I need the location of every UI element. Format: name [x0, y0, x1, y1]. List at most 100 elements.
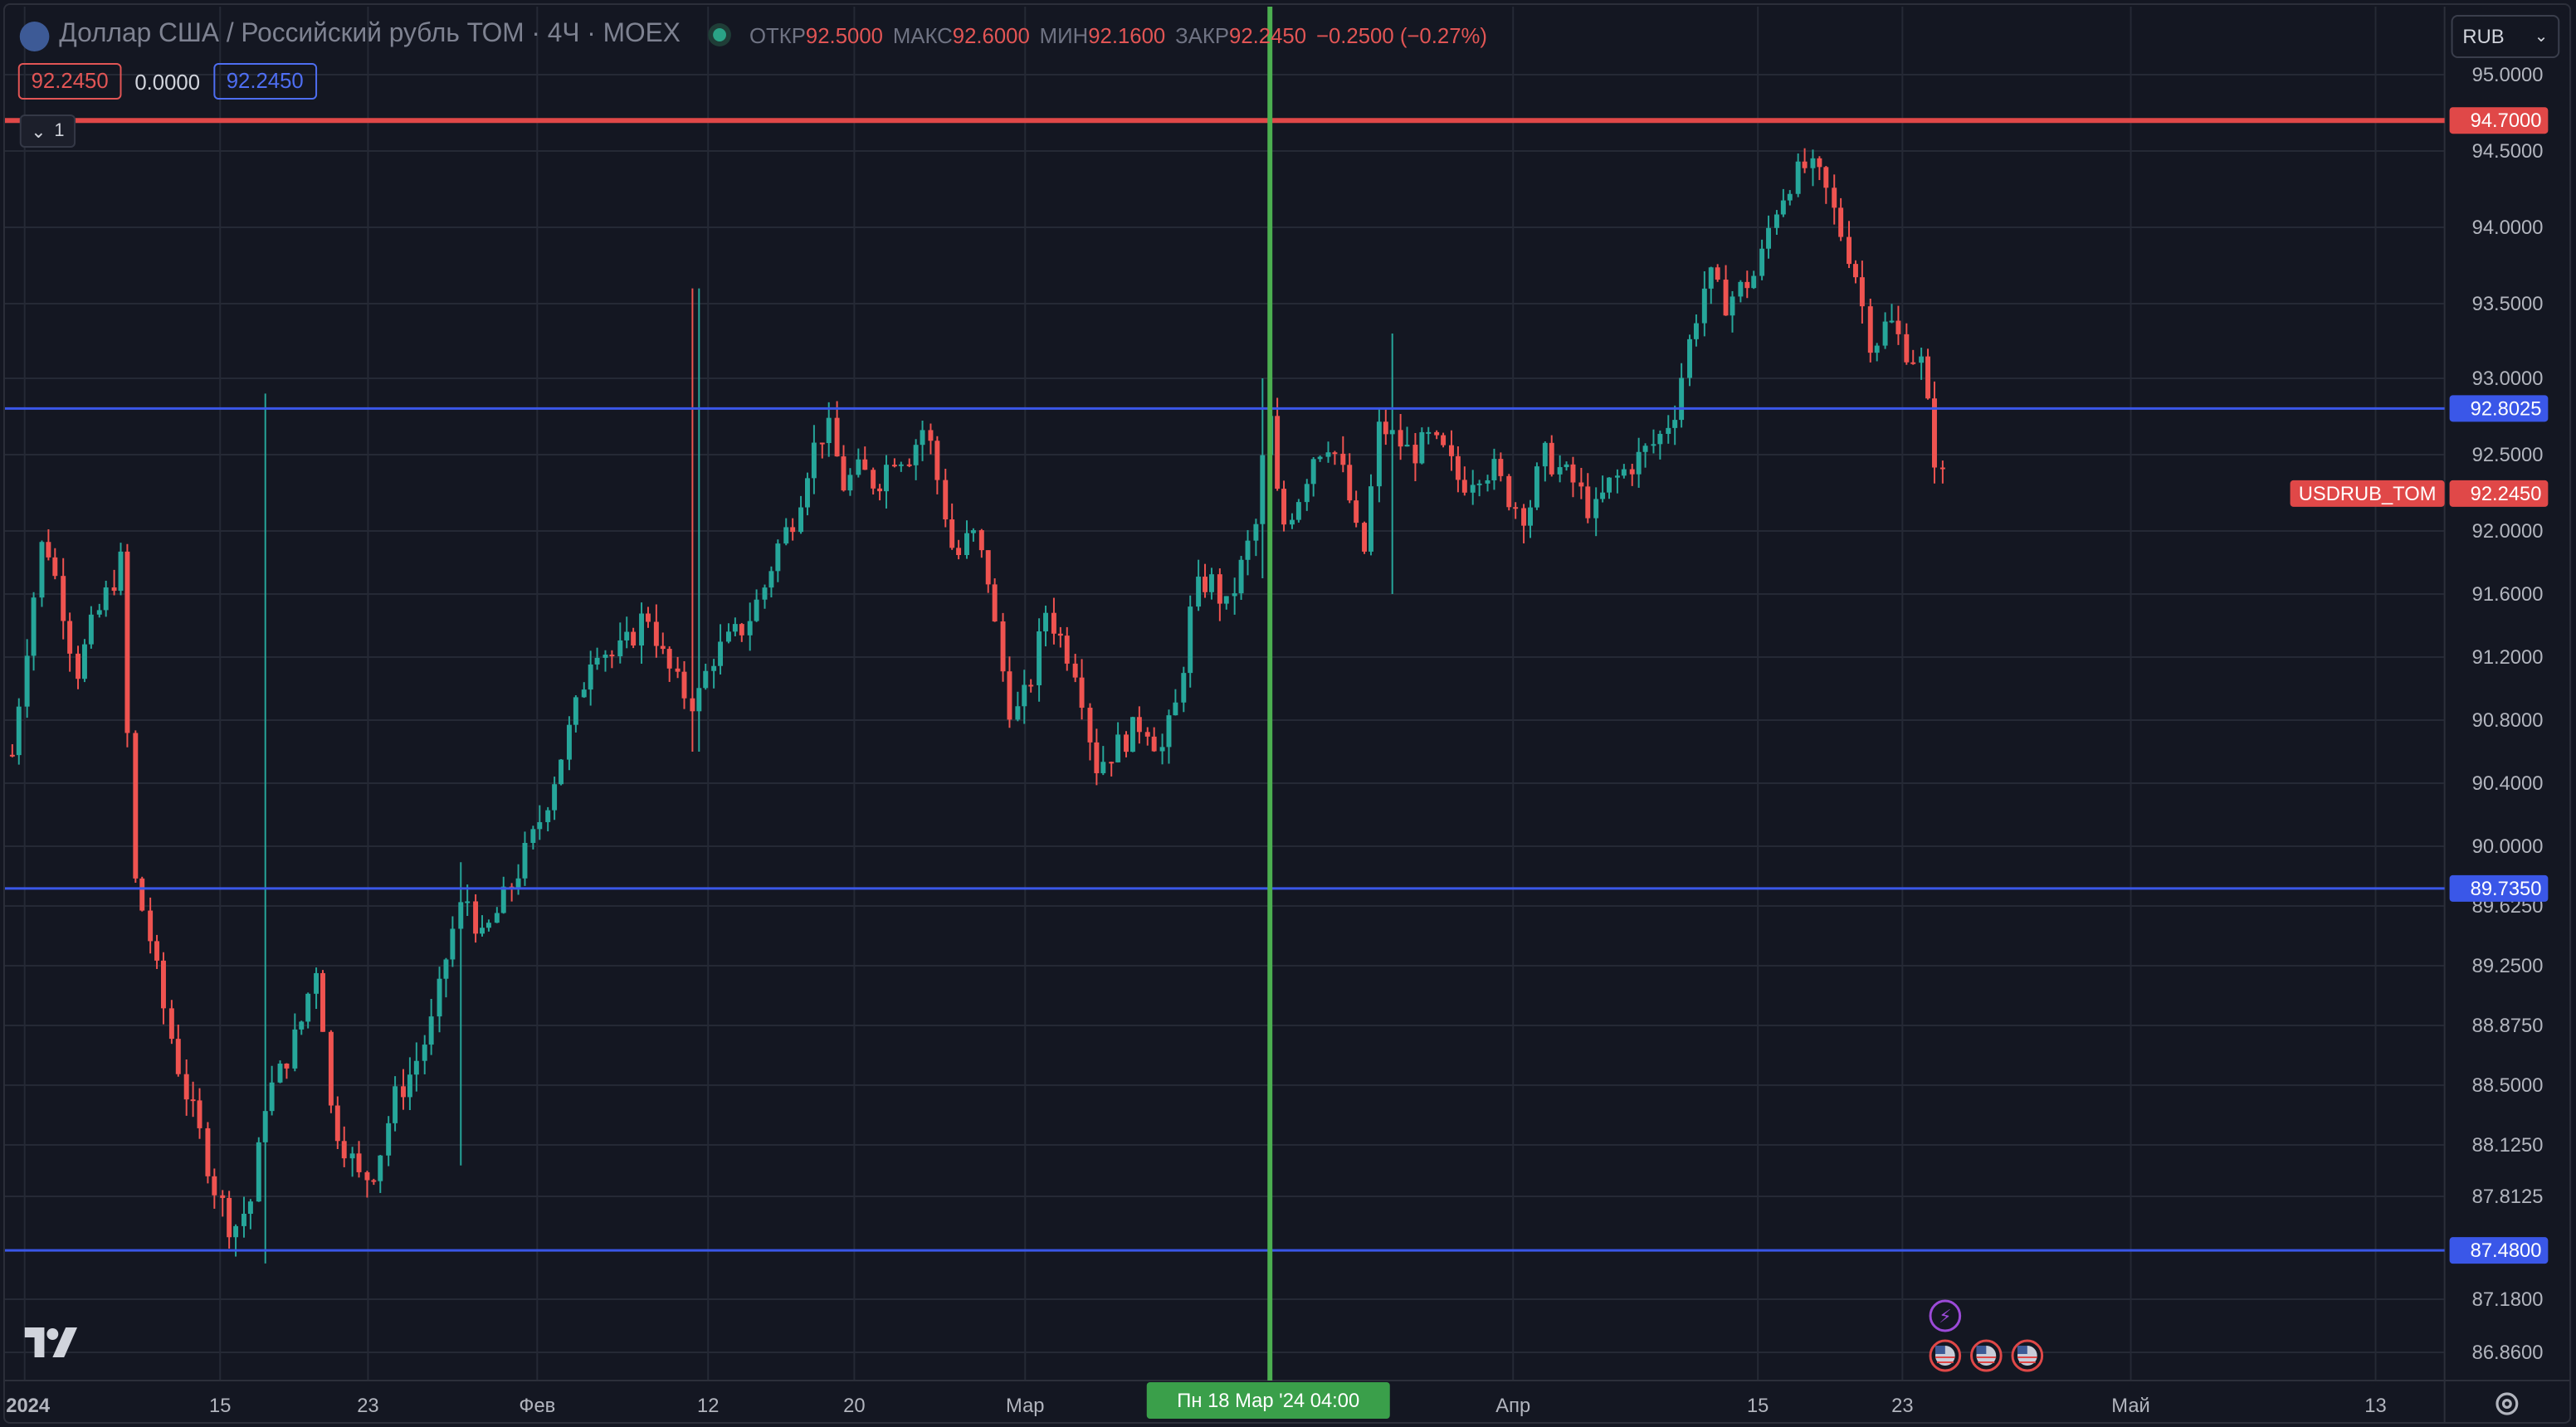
candle-body: [1642, 446, 1648, 452]
candle-body: [103, 587, 109, 611]
tradingview-logo-icon[interactable]: [24, 1327, 78, 1366]
candle-body: [1687, 338, 1692, 378]
settings-gear-icon[interactable]: [2492, 1389, 2522, 1427]
candle-body: [16, 706, 22, 756]
candle-body: [450, 928, 456, 960]
candle-body: [139, 878, 145, 911]
candle-body: [891, 465, 897, 467]
candle-body: [1787, 193, 1793, 201]
close-value: 92.2450: [1229, 22, 1307, 47]
candle-body: [1585, 486, 1591, 519]
candle-body: [884, 465, 889, 492]
low-label: МИН: [1039, 22, 1089, 47]
candle-body: [703, 670, 709, 689]
candle-body: [247, 1201, 253, 1214]
candle-body: [992, 584, 998, 622]
price-tick-label: 88.1250: [2472, 1134, 2544, 1157]
candle-body: [1549, 442, 1554, 475]
candle-body: [588, 664, 593, 690]
candle-body: [956, 548, 962, 556]
candle-body: [1832, 188, 1837, 208]
candle-body: [552, 784, 558, 811]
candle-body: [1672, 420, 1678, 428]
candle-body: [1593, 499, 1599, 519]
candle-body: [242, 1213, 246, 1226]
lightning-event-icon[interactable]: [1929, 1299, 1962, 1332]
candle-body: [284, 1063, 290, 1069]
candle-body: [161, 960, 166, 1009]
candle-body: [1051, 612, 1056, 634]
sell-price-box[interactable]: 92.2450: [17, 63, 122, 100]
candle-body: [1564, 464, 1569, 468]
candle-body: [732, 624, 738, 632]
candle-body: [1281, 489, 1287, 525]
candle-body: [299, 1021, 305, 1030]
candle-body: [798, 507, 804, 533]
candle-body: [437, 978, 442, 1017]
candle-body: [1362, 523, 1368, 552]
candle-body: [609, 655, 615, 657]
candle-body: [928, 430, 934, 441]
candle-body: [52, 557, 58, 577]
symbol-name-label: USDRUB_TOM: [2299, 483, 2437, 505]
candle-body: [1528, 507, 1533, 526]
time-tick-label: 13: [2364, 1395, 2386, 1417]
symbol-title[interactable]: Доллар США / Российский рубль ТОМ · 4Ч ·…: [59, 20, 681, 48]
candle-body: [1144, 732, 1150, 737]
time-tick-label: 23: [1891, 1395, 1913, 1417]
candle-body: [305, 993, 311, 1022]
candle-body: [364, 1171, 370, 1181]
candle-body: [1317, 456, 1323, 460]
candle-body: [660, 645, 666, 650]
candle-body: [480, 928, 485, 934]
candle-body: [356, 1153, 362, 1172]
time-tick-label: 2024: [6, 1395, 51, 1417]
candle-body: [1738, 281, 1744, 297]
candle-body: [819, 442, 825, 445]
level-price-badge: [2449, 1237, 2549, 1264]
candle-body: [653, 621, 659, 646]
candle-body: [718, 641, 724, 666]
candle-body: [262, 1111, 268, 1142]
candle-body: [1000, 621, 1006, 672]
candle-body: [1094, 742, 1100, 773]
candle-body: [1904, 334, 1910, 363]
candle-body: [762, 587, 768, 600]
candle-body: [1159, 747, 1165, 752]
candle-body: [1028, 684, 1034, 687]
high-label: МАКС: [892, 22, 953, 47]
candle-body: [603, 655, 608, 658]
candle-body: [1455, 455, 1461, 480]
candle-body: [1521, 508, 1527, 526]
candle-body: [1151, 736, 1157, 752]
collapse-indicators-button[interactable]: ⌄ 1: [19, 114, 76, 148]
candle-body: [877, 488, 883, 492]
candle-body: [67, 621, 73, 654]
candle-body: [256, 1142, 261, 1202]
candle-body: [856, 459, 861, 475]
candle-body: [1412, 445, 1418, 464]
candle-body: [624, 631, 630, 640]
market-status-icon[interactable]: [713, 28, 727, 41]
candle-body: [1124, 734, 1129, 752]
candle-body: [775, 543, 781, 572]
currency-select[interactable]: RUB ⌄: [2451, 15, 2560, 58]
candle-body: [559, 759, 564, 785]
candle-body: [1730, 296, 1735, 316]
candle-body: [371, 1180, 377, 1182]
flag-canton-icon: [2017, 1346, 2027, 1354]
buy-price-box[interactable]: 92.2450: [212, 63, 317, 100]
price-tick-label: 90.0000: [2472, 835, 2544, 858]
candle-body: [1181, 673, 1187, 703]
candle-body: [154, 941, 160, 961]
candle-body: [631, 631, 637, 646]
candle-body: [1354, 500, 1359, 524]
price-tick-label: 93.0000: [2472, 368, 2544, 390]
candle-body: [573, 697, 578, 725]
open-label: ОТКР: [749, 22, 806, 47]
candle-body: [1173, 702, 1178, 716]
candle-body: [1570, 464, 1576, 483]
flag-canton-icon: [1976, 1346, 1987, 1354]
candle-body: [515, 878, 521, 889]
